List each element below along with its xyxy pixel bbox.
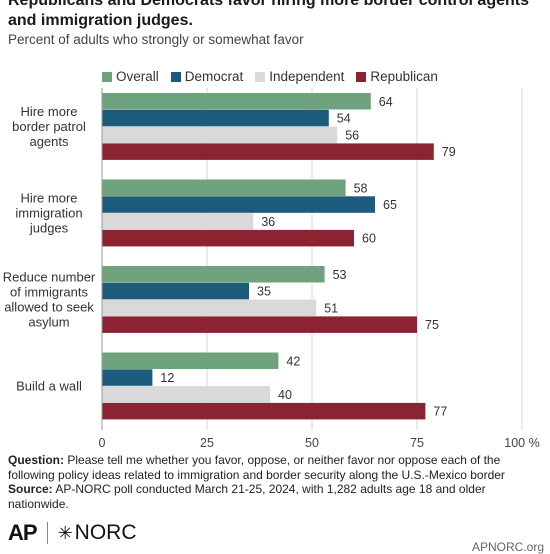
legend-swatch <box>356 71 367 82</box>
chart-title: Republicans and Democrats favor hiring m… <box>8 0 529 29</box>
data-label: 54 <box>337 112 351 126</box>
bar-independent <box>102 126 338 144</box>
bar-republican <box>102 402 426 420</box>
bar-overall <box>102 93 371 110</box>
legend-label: Republican <box>370 69 438 84</box>
logo-divider <box>46 522 48 544</box>
data-label: 35 <box>257 285 271 299</box>
x-tick-label: 25 <box>200 436 214 450</box>
category-label: agents <box>29 134 69 149</box>
category-label: Build a wall <box>16 379 82 394</box>
data-label: 36 <box>261 215 275 229</box>
bar-independent <box>102 213 254 230</box>
category-label: allowed to seek <box>4 300 94 315</box>
bar-republican <box>102 143 434 160</box>
legend-item-democrat: Democrat <box>170 69 244 84</box>
bar-republican <box>102 316 417 333</box>
ap-logo: AP <box>8 520 38 545</box>
data-label: 65 <box>383 198 397 212</box>
data-label: 60 <box>362 232 376 246</box>
category-label: asylum <box>28 315 69 330</box>
x-tick-label: 75 <box>410 436 424 450</box>
question-text: Please tell me whether you favor, oppose… <box>8 453 505 482</box>
bar-overall <box>102 266 325 283</box>
legend-label: Independent <box>269 69 345 84</box>
norc-star-icon: ✳ <box>57 522 73 543</box>
category-label: immigration <box>15 206 82 221</box>
category-label: Hire more <box>20 191 77 206</box>
data-label: 53 <box>333 268 347 282</box>
data-label: 56 <box>345 128 359 142</box>
category-label: of immigrants <box>10 285 89 300</box>
data-label: 12 <box>160 371 174 385</box>
bar-democrat <box>102 282 249 300</box>
data-label: 51 <box>324 301 338 315</box>
question-label: Question: <box>8 453 64 467</box>
legend-swatch <box>255 71 266 82</box>
data-label: 75 <box>425 318 439 332</box>
data-label: 42 <box>286 354 300 368</box>
x-tick-label: 0 <box>99 436 106 450</box>
legend-swatch <box>102 71 112 82</box>
legend-item-overall: Overall <box>102 69 159 84</box>
data-label: 58 <box>354 181 368 195</box>
x-tick-label: 50 <box>305 436 319 450</box>
legend-item-independent: Independent <box>255 69 344 84</box>
site-link[interactable]: APNORC.org <box>471 540 544 554</box>
bar-independent <box>102 386 270 403</box>
source-note: Source: AP-NORC poll conducted March 21-… <box>8 482 544 511</box>
legend-label: Overall <box>116 69 159 84</box>
category-label: Reduce number <box>3 270 96 285</box>
chart-subtitle: Percent of adults who strongly or somewh… <box>8 32 304 47</box>
data-label: 40 <box>278 388 292 402</box>
bar-democrat <box>102 109 329 127</box>
bar-overall <box>102 352 279 369</box>
norc-logo: ✳ NORC <box>58 521 137 545</box>
bar-democrat <box>102 369 153 386</box>
norc-logo-text: NORC <box>74 521 137 544</box>
logo-bar: AP ✳ NORC <box>8 520 137 546</box>
bar-democrat <box>102 196 375 213</box>
data-label: 79 <box>442 145 456 159</box>
question-note: Question: Please tell me whether you fav… <box>8 453 544 482</box>
bar-independent <box>102 299 317 317</box>
category-label: judges <box>29 221 69 236</box>
category-label: border patrol <box>12 119 86 134</box>
source-label: Source: <box>8 482 53 496</box>
data-label: 64 <box>379 95 393 109</box>
legend-swatch <box>170 71 181 82</box>
bar-overall <box>102 179 346 196</box>
chart-footer: Question: Please tell me whether you fav… <box>8 453 544 511</box>
source-text: AP-NORC poll conducted March 21-25, 2024… <box>8 482 486 511</box>
legend-label: Democrat <box>184 69 244 84</box>
legend: Overall Democrat Independent Republican <box>102 69 438 84</box>
bar-republican <box>102 229 354 247</box>
category-label: Hire more <box>20 104 77 119</box>
x-tick-label: 100 % <box>504 436 539 450</box>
data-label: 77 <box>433 405 447 419</box>
legend-item-republican: Republican <box>356 69 438 84</box>
